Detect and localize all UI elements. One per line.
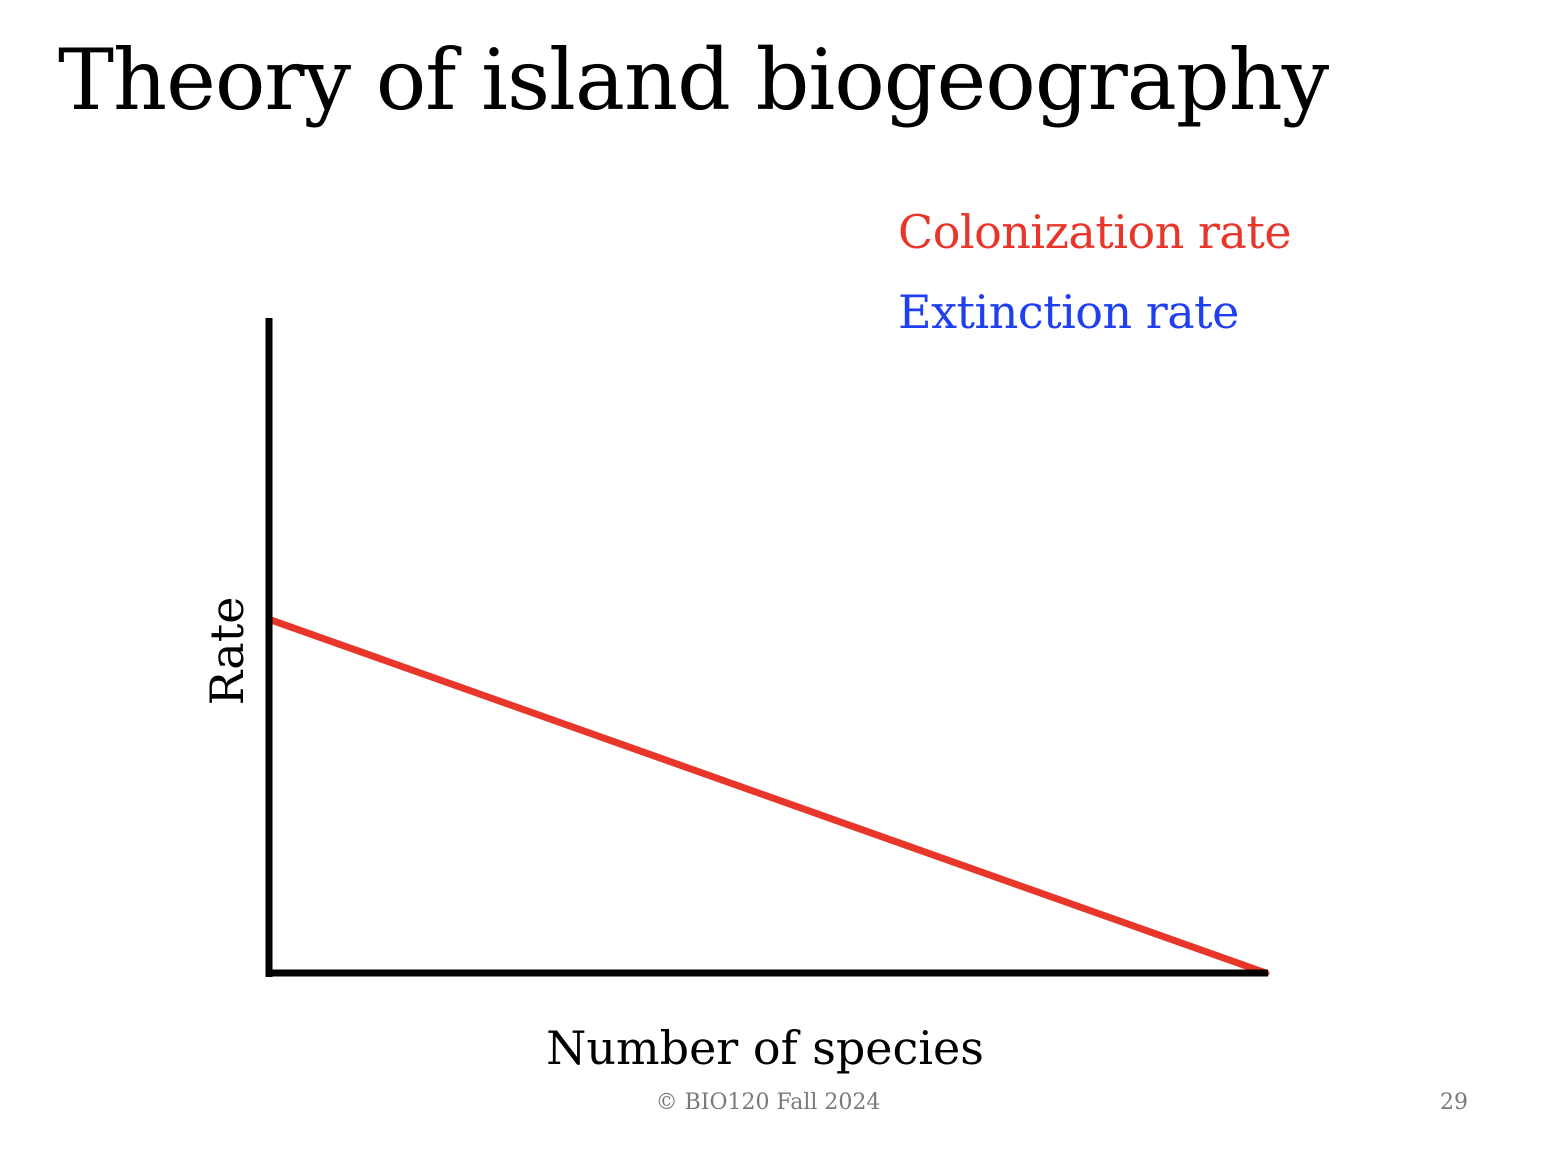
series-line-colonization-rate	[265, 615, 1270, 977]
y-axis-title: Rate	[200, 597, 254, 706]
chart-legend: Colonization rate Extinction rate	[898, 192, 1292, 352]
x-axis-title: Number of species	[546, 1021, 984, 1075]
legend-item-extinction-rate: Extinction rate	[898, 285, 1239, 339]
series-lines	[265, 615, 1270, 977]
page-number: 29	[1440, 1090, 1468, 1115]
slide-title: Theory of island biogeography	[58, 31, 1329, 129]
slide-footer: © BIO120 Fall 2024	[655, 1090, 881, 1115]
legend-item-colonization-rate: Colonization rate	[898, 205, 1292, 259]
